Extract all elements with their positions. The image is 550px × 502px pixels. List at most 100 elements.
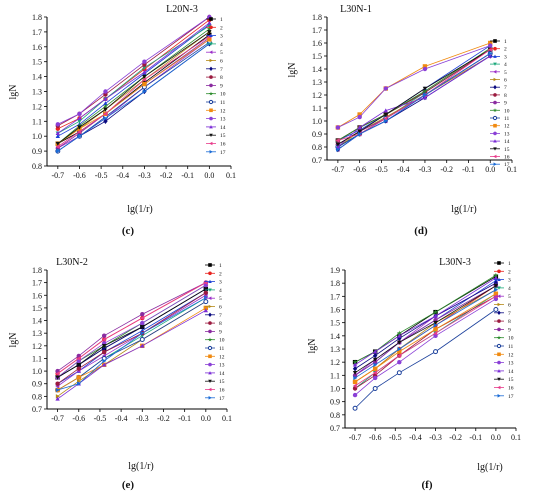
legend-marker (209, 33, 213, 38)
legend-entry: 12 (220, 108, 226, 114)
data-point-7 (372, 352, 378, 359)
y-tick-label: 0.8 (312, 143, 322, 152)
data-point-15 (397, 340, 402, 345)
legend-marker (496, 335, 502, 340)
y-tick-label: 1.3 (32, 329, 42, 338)
y-tick-label: 1.7 (312, 26, 322, 35)
legend-marker (497, 261, 501, 265)
y-tick-label: 0.7 (312, 156, 322, 165)
data-point-4 (142, 65, 147, 70)
y-axis-label: lgN (307, 339, 318, 354)
data-point-3 (103, 101, 108, 106)
legend-marker (208, 99, 214, 105)
data-point-17 (142, 89, 147, 94)
data-point-15 (203, 287, 209, 292)
data-point-15 (103, 107, 108, 112)
panel-label: (c) (122, 225, 135, 237)
legend-entry: 3 (508, 278, 511, 284)
x-tick-label: 0.1 (226, 171, 236, 180)
data-point-16 (140, 315, 145, 321)
x-tick-label: -0.4 (115, 414, 128, 423)
data-point-17 (494, 287, 499, 292)
data-point-17 (140, 330, 145, 336)
data-point-10 (102, 103, 108, 109)
data-point-15 (493, 284, 499, 288)
legend-marker (493, 54, 497, 58)
data-point-13 (357, 114, 362, 120)
legend-entry: 3 (504, 54, 507, 60)
legend-entry: 2 (508, 269, 511, 275)
legend-entry: 15 (219, 379, 225, 385)
legend-marker (493, 147, 497, 151)
data-point-17 (102, 358, 107, 364)
legend-entry: 2 (220, 25, 223, 31)
data-point-16 (101, 337, 106, 342)
y-tick-label: 1.8 (32, 13, 42, 22)
y-tick-label: 1.4 (32, 73, 42, 82)
panel-label: (d) (414, 225, 428, 237)
legend-marker (493, 131, 497, 136)
legend-entry: 16 (219, 388, 225, 394)
x-tick-label: -0.1 (181, 171, 194, 180)
x-tick-label: -0.2 (440, 165, 453, 174)
data-point-14 (422, 95, 428, 100)
data-point-17 (423, 92, 428, 98)
x-tick-label: 0.0 (491, 433, 501, 442)
data-point-17 (55, 387, 60, 393)
series-line-13 (57, 16, 210, 125)
data-point-17 (384, 118, 388, 124)
y-tick-label: 1.0 (312, 117, 322, 126)
chart-title: L30N-1 (340, 4, 372, 15)
legend-marker (209, 83, 213, 88)
legend-marker (208, 396, 212, 400)
data-point-14 (142, 69, 147, 74)
data-point-10 (422, 88, 428, 94)
legend-entry: 7 (220, 67, 223, 73)
legend-entry: 7 (219, 313, 222, 319)
y-tick-label: 1.7 (330, 292, 340, 301)
legend-marker (209, 108, 213, 113)
legend-entry: 17 (220, 150, 226, 156)
legend-entry: 17 (504, 162, 510, 168)
data-point-17 (103, 116, 108, 121)
legend-marker (496, 343, 502, 349)
legend-marker (493, 62, 497, 66)
data-point-3 (55, 134, 61, 138)
y-tick-label: 1.3 (32, 88, 42, 97)
legend-entry: 14 (219, 371, 225, 377)
legend-entry: 9 (219, 329, 222, 335)
y-tick-label: 1.2 (330, 358, 340, 367)
data-point-12 (76, 375, 81, 380)
legend-marker (209, 25, 213, 30)
data-point-11 (433, 349, 439, 355)
legend-entry: 14 (220, 125, 226, 131)
data-point-11 (139, 337, 145, 342)
legend-marker (493, 85, 497, 90)
data-point-13 (383, 86, 388, 91)
legend-marker (208, 362, 212, 367)
data-point-16 (55, 144, 60, 149)
legend-entry: 6 (508, 303, 511, 309)
y-tick-label: 0.9 (32, 380, 42, 389)
legend-entry: 8 (219, 321, 222, 327)
legend-entry: 3 (219, 280, 222, 286)
y-tick-label: 1.1 (312, 104, 322, 113)
y-tick-label: 1.5 (32, 304, 42, 313)
legend-marker (497, 385, 501, 390)
data-point-13 (103, 89, 108, 94)
legend-entry: 13 (508, 361, 514, 367)
chart-panel-3: -0.7 -0.6 -0.5 -0.4 -0.3 -0.2 -0.1 0.0 0.1 0.7 0.8… (8, 257, 232, 491)
y-tick-label: 0.8 (32, 392, 42, 401)
y-tick-label: 1.2 (32, 102, 42, 111)
data-point-1 (207, 32, 212, 38)
data-point-12 (207, 37, 212, 42)
legend-entry: 1 (220, 17, 223, 23)
y-tick-label: 1.7 (32, 28, 42, 37)
x-tick-label: -0.1 (462, 165, 475, 174)
data-point-16 (352, 383, 357, 389)
data-point-16 (383, 116, 388, 121)
data-point-15 (55, 141, 61, 146)
legend-entry: 14 (508, 369, 514, 375)
x-tick-label: -0.5 (94, 414, 107, 423)
